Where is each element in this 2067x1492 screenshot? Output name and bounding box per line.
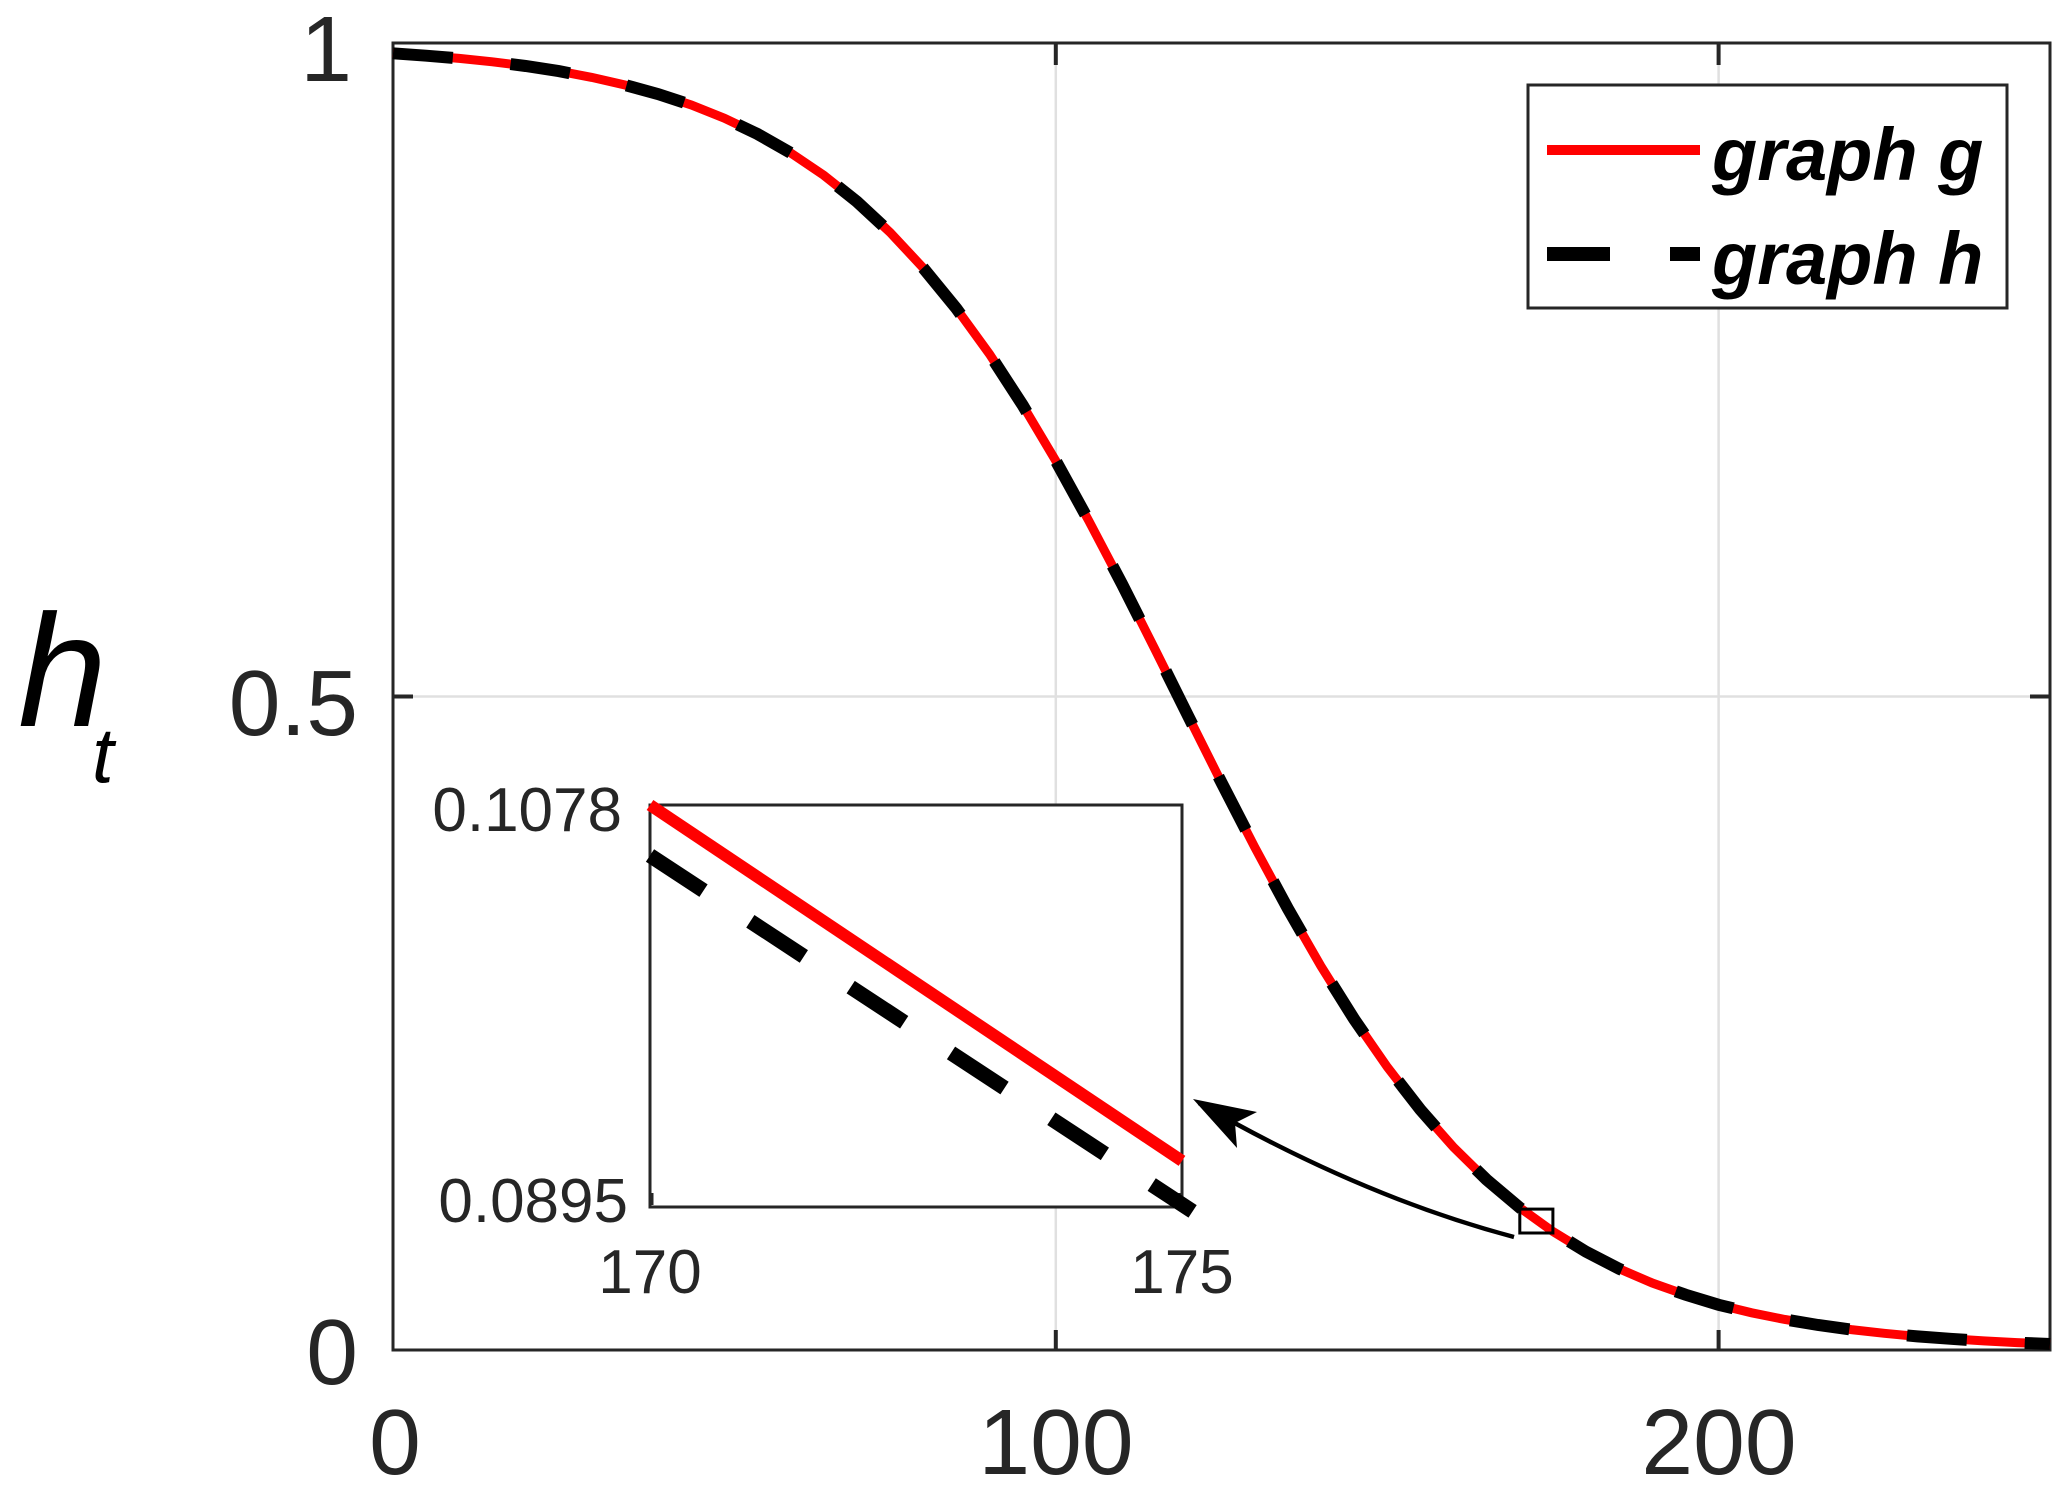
callout-arrow-line bbox=[1197, 1101, 1515, 1240]
inset-x-tick-label-170: 170 bbox=[598, 1238, 702, 1307]
x-tick-label-0: 0 bbox=[369, 1390, 421, 1492]
inset-y-tick-label-max: 0.1078 bbox=[432, 776, 622, 845]
curve-graph-h bbox=[392, 47, 2051, 1350]
x-tick-label-200: 200 bbox=[1641, 1390, 1797, 1492]
legend-label-graph-h: graph h bbox=[1712, 217, 1984, 300]
zoom-region-rectangle bbox=[1518, 1207, 1555, 1235]
inset-curve-graph-g bbox=[646, 800, 1186, 1166]
legend-box bbox=[1526, 83, 2009, 310]
y-tick-label-0-5: 0.5 bbox=[228, 651, 358, 755]
inset-y-tick-label-min: 0.0895 bbox=[438, 1167, 628, 1236]
y-axis-label: h bbox=[18, 581, 107, 760]
y-tick-label-0: 0 bbox=[306, 1300, 358, 1404]
inset-x-tick-label-175: 175 bbox=[1130, 1238, 1234, 1307]
legend-label-graph-g: graph g bbox=[1712, 113, 1984, 196]
callout-arrowhead-icon bbox=[1193, 1099, 1257, 1148]
x-tick-label-100: 100 bbox=[978, 1390, 1134, 1492]
y-tick-label-1: 1 bbox=[300, 0, 352, 101]
tick-marks bbox=[393, 43, 2050, 1350]
y-axis-label-subscript: t bbox=[92, 711, 114, 799]
inset-curve-graph-h bbox=[645, 849, 1197, 1218]
